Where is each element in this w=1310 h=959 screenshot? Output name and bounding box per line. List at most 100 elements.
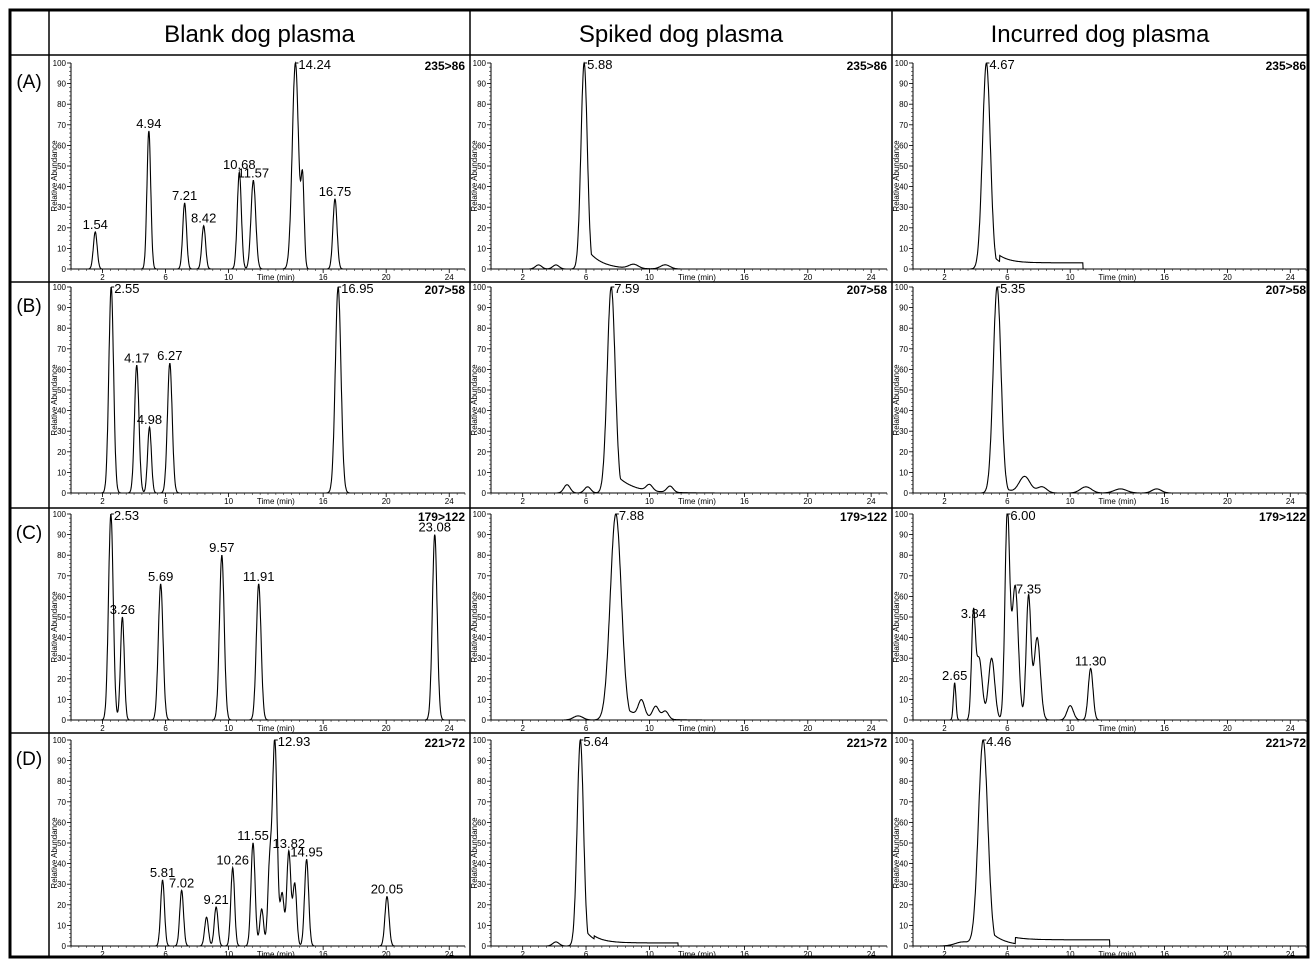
y-tick-label: 100 [53, 736, 67, 745]
x-tick-label: 24 [445, 950, 454, 959]
chromatogram-trace [491, 513, 887, 721]
x-axis-title: Time (min) [1098, 950, 1136, 959]
x-tick-label: 10 [224, 950, 233, 959]
column-title: Blank dog plasma [164, 21, 355, 48]
peak-label: 6.00 [1010, 508, 1035, 523]
peak-label: 7.02 [169, 875, 194, 890]
peak-label: 7.21 [172, 188, 197, 203]
y-tick-label: 10 [57, 468, 66, 477]
x-tick-label: 6 [1005, 273, 1010, 282]
transition-label: 235>86 [1266, 59, 1307, 73]
transition-label: 207>58 [1266, 283, 1307, 297]
y-tick-label: 100 [473, 510, 487, 519]
y-tick-label: 60 [899, 141, 908, 150]
y-tick-label: 20 [899, 675, 908, 684]
peak-label: 14.95 [290, 844, 323, 859]
x-tick-label: 24 [1286, 273, 1295, 282]
y-tick-label: 100 [53, 283, 67, 292]
y-tick-label: 0 [62, 489, 67, 498]
x-tick-label: 16 [319, 273, 328, 282]
x-tick-label: 2 [520, 950, 525, 959]
peak-label: 10.26 [216, 853, 249, 868]
peak-label: 3.84 [961, 606, 986, 621]
y-axis-title: Relative Abundance [50, 817, 59, 889]
y-tick-label: 0 [904, 942, 909, 951]
peak-label: 7.88 [619, 508, 644, 523]
x-tick-label: 16 [319, 950, 328, 959]
peak-label: 4.17 [124, 350, 149, 365]
y-tick-label: 100 [473, 736, 487, 745]
x-tick-label: 2 [520, 273, 525, 282]
y-tick-label: 70 [477, 345, 486, 354]
peak-label: 5.81 [150, 865, 175, 880]
y-tick-label: 20 [477, 224, 486, 233]
y-tick-label: 50 [477, 839, 486, 848]
y-tick-label: 70 [57, 345, 66, 354]
y-tick-label: 90 [57, 531, 66, 540]
x-tick-label: 24 [867, 273, 876, 282]
x-tick-label: 6 [163, 497, 168, 506]
y-tick-label: 10 [477, 921, 486, 930]
y-axis-title: Relative Abundance [50, 364, 59, 436]
y-tick-label: 20 [57, 224, 66, 233]
x-tick-label: 20 [803, 950, 812, 959]
y-tick-label: 10 [899, 921, 908, 930]
y-tick-label: 60 [57, 141, 66, 150]
transition-label: 221>72 [1266, 736, 1307, 750]
y-tick-label: 100 [53, 59, 67, 68]
y-tick-label: 40 [477, 634, 486, 643]
chromatogram-trace [913, 286, 1306, 494]
y-axis-title: Relative Abundance [50, 140, 59, 212]
x-axis-title: Time (min) [1098, 724, 1136, 733]
y-tick-label: 90 [477, 531, 486, 540]
x-tick-label: 10 [1066, 724, 1075, 733]
x-tick-label: 20 [382, 950, 391, 959]
transition-label: 179>122 [418, 510, 465, 524]
y-tick-label: 80 [57, 100, 66, 109]
x-tick-label: 16 [319, 724, 328, 733]
y-tick-label: 80 [477, 100, 486, 109]
x-tick-label: 2 [100, 497, 105, 506]
transition-label: 235>86 [425, 59, 466, 73]
y-tick-label: 20 [57, 901, 66, 910]
x-tick-label: 10 [645, 950, 654, 959]
y-tick-label: 90 [899, 80, 908, 89]
x-axis-title: Time (min) [257, 950, 295, 959]
y-tick-label: 10 [57, 921, 66, 930]
y-tick-label: 0 [904, 716, 909, 725]
peak-label: 4.46 [986, 734, 1011, 749]
chromatogram-panel: 0 10 20 30 40 50 60 70 80 90 100 2 6 10 16 20 24 Time (mi… [50, 508, 465, 733]
chromatogram-panel: 0 10 20 30 40 50 60 70 80 90 100 2 6 10 16 20 24 Time (mi… [892, 57, 1306, 282]
column-title: Incurred dog plasma [991, 21, 1210, 48]
y-tick-label: 0 [62, 942, 67, 951]
y-tick-label: 30 [477, 880, 486, 889]
chromatogram-panel: 0 10 20 30 40 50 60 70 80 90 100 2 6 10 16 20 24 Time (mi… [892, 508, 1306, 733]
y-tick-label: 10 [477, 468, 486, 477]
peak-label: 2.53 [114, 508, 139, 523]
y-tick-label: 60 [57, 592, 66, 601]
y-tick-label: 10 [477, 244, 486, 253]
y-tick-label: 40 [899, 183, 908, 192]
x-tick-label: 2 [942, 273, 947, 282]
x-tick-label: 10 [645, 724, 654, 733]
y-tick-label: 0 [482, 489, 487, 498]
y-tick-label: 100 [473, 283, 487, 292]
x-tick-label: 24 [445, 497, 454, 506]
y-axis-title: Relative Abundance [892, 591, 901, 663]
x-axis-title: Time (min) [257, 273, 295, 282]
x-tick-label: 6 [1005, 497, 1010, 506]
y-tick-label: 60 [477, 141, 486, 150]
x-tick-label: 10 [645, 497, 654, 506]
peak-label: 3.26 [110, 602, 135, 617]
peak-label: 6.27 [157, 348, 182, 363]
y-tick-label: 50 [899, 162, 908, 171]
y-tick-label: 60 [477, 365, 486, 374]
peak-label: 4.67 [989, 57, 1014, 72]
x-tick-label: 20 [1223, 724, 1232, 733]
y-tick-label: 20 [899, 224, 908, 233]
y-tick-label: 80 [57, 777, 66, 786]
x-axis-title: Time (min) [678, 497, 716, 506]
y-tick-label: 0 [482, 265, 487, 274]
y-tick-label: 90 [57, 757, 66, 766]
